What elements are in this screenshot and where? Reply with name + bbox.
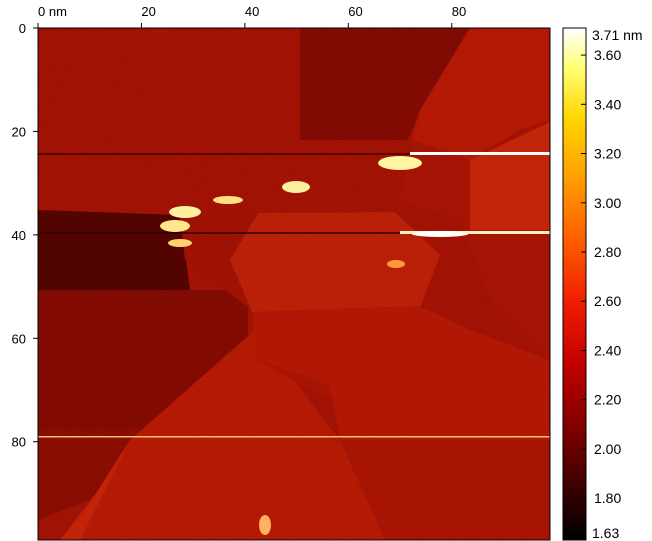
colorbar-ticks: 3.60 3.40 3.20 3.00 2.80 2.60 2.40 2.20 2.00 1.80 — [581, 47, 621, 506]
colorbar-tick-label: 1.80 — [594, 490, 621, 506]
colorbar-tick-label: 3.00 — [594, 195, 621, 211]
x-tick-label: 40 — [245, 4, 259, 19]
y-tick-label: 20 — [12, 124, 26, 139]
colorbar-min-label: 1.63 — [592, 525, 619, 541]
y-axis: 0 20 40 60 80 — [12, 21, 38, 450]
colorbar-tick-label: 2.80 — [594, 244, 621, 260]
colorbar-tick-label: 2.60 — [594, 293, 621, 309]
colorbar-max-label: 3.71 nm — [592, 27, 643, 43]
y-tick-label: 0 — [19, 21, 26, 36]
y-tick-label: 60 — [12, 331, 26, 346]
y-tick-label: 40 — [12, 228, 26, 243]
x-tick-label: 20 — [141, 4, 155, 19]
x-tick-label: 60 — [348, 4, 362, 19]
x-tick-label: 0 nm — [38, 4, 67, 19]
x-tick-label: 80 — [452, 4, 466, 19]
colorbar-tick-label: 3.40 — [594, 96, 621, 112]
colorbar-tick-label: 3.60 — [594, 47, 621, 63]
colorbar-tick-label: 2.40 — [594, 342, 621, 358]
colorbar-tick-label: 2.20 — [594, 392, 621, 408]
image-frame — [37, 27, 551, 541]
y-tick-label: 80 — [12, 435, 26, 450]
colorbar-tick-label: 3.20 — [594, 146, 621, 162]
x-axis: 0 nm 20 40 60 80 — [37, 4, 466, 28]
afm-image — [38, 28, 550, 540]
colorbar — [562, 27, 587, 541]
colorbar-tick-label: 2.00 — [594, 441, 621, 457]
